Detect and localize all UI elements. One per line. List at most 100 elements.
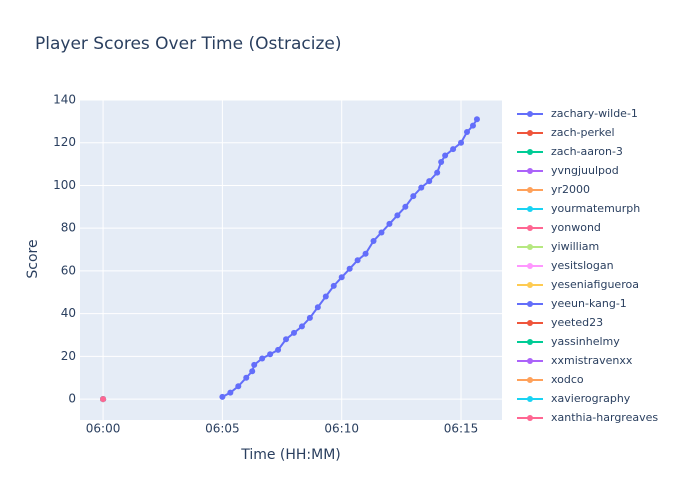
data-point [259,355,266,362]
data-point [249,368,256,375]
legend-item[interactable]: yr2000 [517,183,590,196]
x-axis-title: Time (HH:MM) [240,447,341,463]
legend-label: yiwilliam [551,240,599,253]
legend-item[interactable]: yiwilliam [517,240,599,253]
legend-item[interactable]: yourmatemurph [517,202,640,215]
legend-marker [527,282,533,288]
legend[interactable]: zachary-wilde-1 zach-perkel zach-aaron-3 yv… [517,107,658,424]
x-tick-label: 06:10 [324,422,359,436]
legend-marker [527,377,533,383]
data-point [434,169,441,176]
x-tick-label: 06:05 [205,422,240,436]
data-point [473,116,480,123]
legend-marker [527,111,533,117]
y-tick-label: 60 [61,263,76,277]
legend-label: yesitslogan [551,259,614,272]
legend-marker [527,358,533,364]
plot-area [80,100,502,420]
data-point [346,265,353,272]
data-point [410,193,417,200]
legend-label: zach-perkel [551,126,615,139]
legend-marker [527,187,533,193]
data-point [426,178,433,185]
y-tick-label: 20 [61,349,76,363]
legend-item[interactable]: yvngjuulpod [517,164,619,177]
legend-item[interactable]: zach-perkel [517,126,615,139]
legend-item[interactable]: zach-aaron-3 [517,145,623,158]
legend-marker [527,396,533,402]
axes: 0 20 40 60 80 100 120 140 06:00 06:05 06:10 06:15 [53,93,478,436]
data-point [458,139,465,146]
legend-item[interactable]: yeseniafigueroa [517,278,639,291]
legend-label: yvngjuulpod [551,164,619,177]
y-tick-label: 40 [61,306,76,320]
data-point [418,184,425,191]
legend-label: yeseniafigueroa [551,278,639,291]
data-point [438,158,445,165]
data-point [235,383,242,390]
legend-label: yeeted23 [551,316,603,329]
data-point [314,304,321,311]
legend-item[interactable]: xavierography [517,392,631,405]
legend-item[interactable]: yeeun-kang-1 [517,297,627,310]
data-point [267,351,274,358]
legend-label: xodco [551,373,584,386]
legend-item[interactable]: xanthia-hargreaves [517,411,658,424]
data-point [330,282,337,289]
legend-marker [527,320,533,326]
legend-label: yeeun-kang-1 [551,297,627,310]
data-point [322,293,329,300]
y-tick-label: 80 [61,221,76,235]
legend-marker [527,263,533,269]
data-point [362,250,369,257]
legend-item[interactable]: yassinhelmy [517,335,620,348]
data-point [338,274,345,281]
data-point [306,314,313,321]
data-point [283,336,290,343]
y-tick-label: 140 [53,93,76,107]
legend-item[interactable]: xxmistravenxx [517,354,633,367]
y-tick-label: 120 [53,135,76,149]
legend-marker [527,415,533,421]
data-point [386,220,393,227]
data-point [354,257,361,264]
data-point [469,122,476,129]
data-point [378,229,385,236]
legend-label: yassinhelmy [551,335,620,348]
chart-title: Player Scores Over Time (Ostracize) [35,34,342,54]
data-point [100,396,107,403]
legend-item[interactable]: yeeted23 [517,316,603,329]
legend-marker [527,339,533,345]
data-point [275,346,282,353]
legend-label: yr2000 [551,183,590,196]
data-point [243,374,250,381]
legend-label: yourmatemurph [551,202,640,215]
y-tick-label: 100 [53,178,76,192]
legend-label: zach-aaron-3 [551,145,623,158]
legend-item[interactable]: xodco [517,373,584,386]
legend-marker [527,225,533,231]
data-point [463,129,470,136]
data-point [290,329,297,336]
data-point [402,203,409,210]
legend-item[interactable]: zachary-wilde-1 [517,107,638,120]
legend-marker [527,168,533,174]
data-point [298,323,305,330]
x-tick-label: 06:15 [444,422,479,436]
y-tick-label: 0 [68,392,76,406]
grid [80,99,502,420]
legend-marker [527,149,533,155]
data-point [442,152,449,159]
legend-label: zachary-wilde-1 [551,107,638,120]
legend-label: xanthia-hargreaves [551,411,658,424]
legend-item[interactable]: yonwond [517,221,601,234]
data-point [370,237,377,244]
plot [100,116,480,403]
legend-label: xxmistravenxx [551,354,633,367]
legend-item[interactable]: yesitslogan [517,259,614,272]
data-point [251,361,258,368]
data-point [394,212,401,219]
data-point [219,393,226,400]
legend-marker [527,244,533,250]
